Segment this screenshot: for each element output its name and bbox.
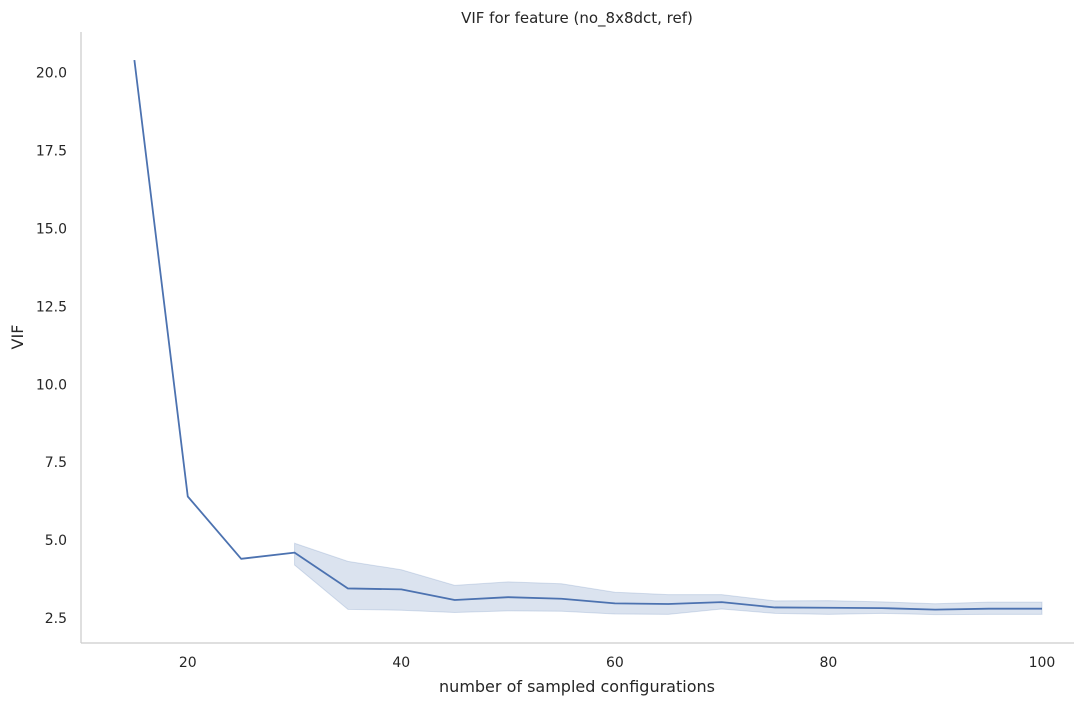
x-axis-label: number of sampled configurations [439,677,715,696]
chart-title: VIF for feature (no_8x8dct, ref) [461,9,693,28]
x-tick-label: 60 [606,655,624,671]
y-tick-label: 2.5 [45,611,67,627]
y-tick-labels: 2.5 5.0 7.5 10.0 12.5 15.0 17.5 20.0 [36,66,67,628]
y-tick-label: 10.0 [36,377,67,393]
y-tick-label: 7.5 [45,455,67,471]
y-tick-label: 17.5 [36,143,67,159]
confidence-band [294,542,1043,616]
x-tick-label: 40 [392,655,410,671]
series-line [133,59,1042,611]
x-tick-labels: 20 40 60 80 100 [179,655,1055,671]
y-tick-label: 12.5 [36,299,67,315]
y-tick-label: 15.0 [36,221,67,237]
x-tick-label: 100 [1029,655,1056,671]
x-tick-label: 20 [179,655,197,671]
y-axis-label: VIF [8,325,27,350]
plot-area [133,59,1043,616]
x-tick-label: 80 [820,655,838,671]
y-tick-label: 20.0 [36,66,67,82]
y-tick-label: 5.0 [45,533,67,549]
